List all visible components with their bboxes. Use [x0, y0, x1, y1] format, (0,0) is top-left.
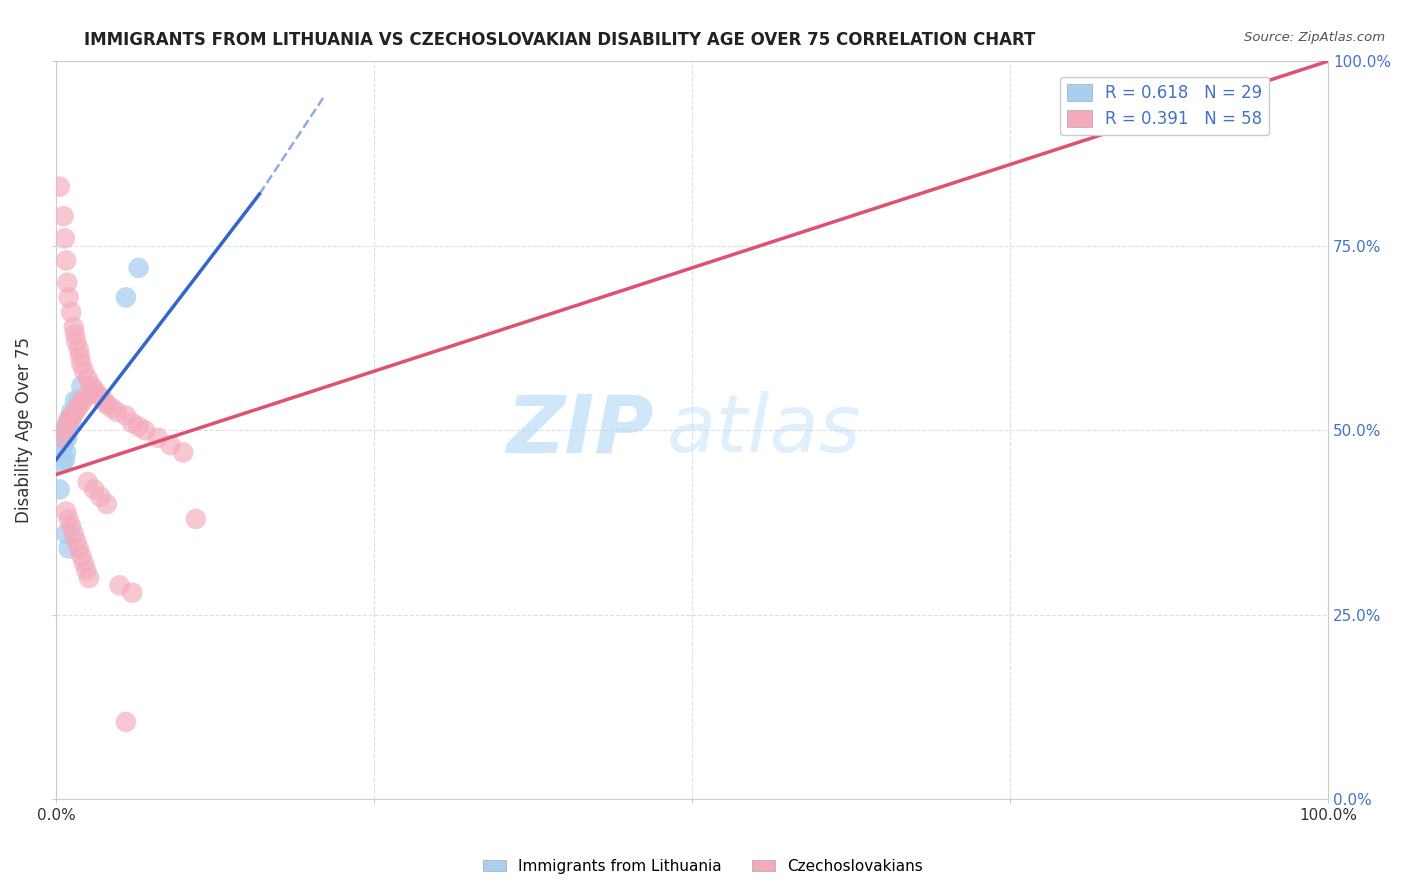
Point — [51, 457, 73, 471]
Point — [58, 416, 80, 430]
Point — [62, 526, 84, 541]
Point — [108, 578, 131, 592]
Point — [55, 431, 77, 445]
Point — [52, 427, 75, 442]
Point — [58, 412, 80, 426]
Point — [58, 541, 80, 556]
Point — [48, 431, 70, 445]
Point — [69, 397, 91, 411]
Text: Source: ZipAtlas.com: Source: ZipAtlas.com — [1244, 31, 1385, 45]
Point — [60, 305, 83, 319]
Text: ZIP: ZIP — [506, 392, 654, 469]
Point — [51, 427, 73, 442]
Point — [115, 290, 138, 304]
Point — [184, 512, 207, 526]
Point — [89, 390, 111, 404]
Point — [58, 512, 80, 526]
Point — [63, 393, 86, 408]
Point — [146, 431, 169, 445]
Legend: R = 0.618   N = 29, R = 0.391   N = 58: R = 0.618 N = 29, R = 0.391 N = 58 — [1060, 77, 1270, 135]
Legend: Immigrants from Lithuania, Czechoslovakians: Immigrants from Lithuania, Czechoslovaki… — [477, 853, 929, 880]
Point — [62, 409, 84, 423]
Point — [83, 383, 105, 397]
Point — [96, 497, 118, 511]
Point — [128, 419, 150, 434]
Point — [52, 209, 75, 223]
Point — [65, 534, 87, 549]
Point — [72, 393, 94, 408]
Point — [69, 350, 91, 364]
Text: atlas: atlas — [666, 392, 862, 469]
Point — [172, 445, 194, 459]
Point — [105, 405, 128, 419]
Point — [70, 379, 93, 393]
Point — [83, 483, 105, 497]
Point — [76, 475, 98, 489]
Point — [89, 490, 111, 504]
Point — [58, 290, 80, 304]
Point — [55, 526, 77, 541]
Point — [58, 416, 80, 430]
Point — [101, 401, 124, 416]
Point — [53, 423, 76, 437]
Point — [60, 416, 83, 430]
Point — [75, 390, 97, 404]
Point — [51, 431, 73, 445]
Point — [48, 179, 70, 194]
Point — [115, 409, 138, 423]
Point — [73, 556, 96, 570]
Point — [73, 364, 96, 378]
Point — [59, 412, 82, 426]
Point — [55, 445, 77, 459]
Point — [76, 371, 98, 385]
Point — [56, 276, 79, 290]
Point — [86, 386, 108, 401]
Point — [56, 419, 79, 434]
Point — [53, 453, 76, 467]
Point — [67, 342, 90, 356]
Point — [52, 438, 75, 452]
Point — [62, 409, 84, 423]
Point — [67, 541, 90, 556]
Point — [93, 393, 115, 408]
Point — [96, 397, 118, 411]
Point — [56, 431, 79, 445]
Point — [60, 405, 83, 419]
Point — [121, 416, 143, 430]
Point — [66, 401, 89, 416]
Point — [121, 585, 143, 599]
Point — [80, 379, 103, 393]
Point — [55, 423, 77, 437]
Point — [49, 427, 72, 442]
Point — [55, 504, 77, 518]
Point — [63, 327, 86, 342]
Point — [159, 438, 181, 452]
Y-axis label: Disability Age Over 75: Disability Age Over 75 — [15, 337, 32, 524]
Point — [65, 334, 87, 349]
Point — [128, 260, 150, 275]
Point — [77, 571, 100, 585]
Point — [56, 416, 79, 430]
Point — [70, 549, 93, 563]
Point — [51, 431, 73, 445]
Point — [53, 423, 76, 437]
Point — [62, 320, 84, 334]
Point — [55, 253, 77, 268]
Point — [70, 357, 93, 371]
Point — [75, 564, 97, 578]
Point — [134, 423, 156, 437]
Point — [63, 405, 86, 419]
Point — [115, 714, 138, 729]
Point — [53, 231, 76, 245]
Point — [60, 519, 83, 533]
Point — [48, 483, 70, 497]
Point — [67, 393, 90, 408]
Text: IMMIGRANTS FROM LITHUANIA VS CZECHOSLOVAKIAN DISABILITY AGE OVER 75 CORRELATION : IMMIGRANTS FROM LITHUANIA VS CZECHOSLOVA… — [84, 31, 1036, 49]
Point — [53, 423, 76, 437]
